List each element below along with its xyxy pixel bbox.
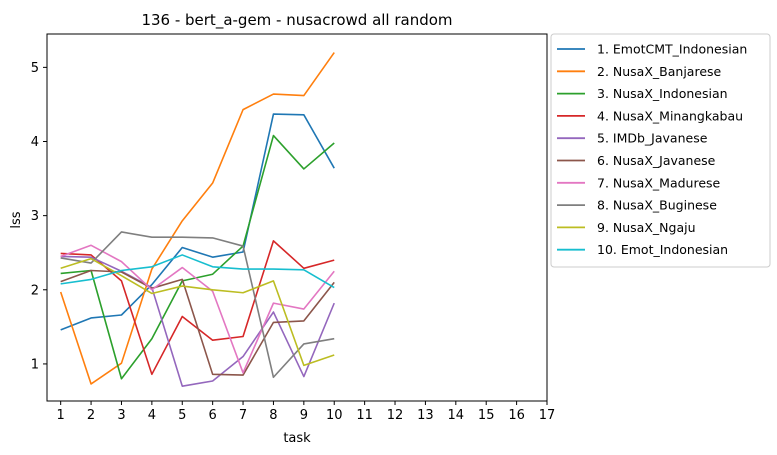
x-tick-label: 7	[239, 408, 247, 423]
plot-area	[46, 33, 548, 402]
x-axis: 1 2 3 4 5 6 7 8 9 10 11 12 13 14 15 16 17	[57, 401, 556, 423]
x-tick-label: 3	[117, 408, 125, 423]
x-tick-label: 14	[448, 408, 465, 423]
legend-entry-8: 8. NusaX_Buginese	[597, 198, 717, 213]
x-axis-label: task	[283, 431, 311, 446]
series-line-2	[59, 52, 335, 385]
legend-entry-7: 7. NusaX_Madurese	[597, 175, 721, 190]
legend-entry-2: 2. NusaX_Banjarese	[597, 64, 722, 79]
y-tick-label: 4	[31, 135, 39, 150]
y-tick-label: 3	[31, 209, 39, 224]
legend-box	[550, 33, 771, 268]
x-tick-label: 9	[300, 408, 308, 423]
legend-entry-5: 5. IMDb_Javanese	[597, 131, 708, 146]
legend: 1. EmotCMT_Indonesian 2. NusaX_Banjarese 3…	[550, 33, 771, 268]
x-tick-label: 16	[508, 408, 525, 423]
x-tick-label: 5	[178, 408, 186, 423]
x-tick-label: 12	[387, 408, 404, 423]
legend-entry-1: 1. EmotCMT_Indonesian	[597, 42, 747, 57]
series-line-6	[60, 269, 335, 376]
legend-entry-9: 9. NusaX_Ngaju	[597, 220, 696, 235]
series-line-10	[60, 254, 335, 289]
x-tick-label: 10	[326, 408, 343, 423]
legend-entry-10: 10. Emot_Indonesian	[597, 242, 728, 257]
legend-entry-3: 3. NusaX_Indonesian	[597, 86, 728, 101]
x-tick-label: 15	[478, 408, 495, 423]
plot-frame	[46, 33, 548, 402]
y-axis: 1 2 3 4 5	[31, 61, 47, 372]
series-line-8	[60, 231, 335, 379]
series-line-5	[60, 255, 335, 387]
x-tick-label: 1	[57, 408, 65, 423]
y-tick-label: 2	[31, 283, 39, 298]
x-tick-label: 11	[356, 408, 373, 423]
series-line-1	[60, 113, 335, 331]
x-tick-label: 8	[269, 408, 277, 423]
y-axis-label: lss	[9, 211, 24, 228]
legend-entry-4: 4. NusaX_Minangkabau	[597, 108, 743, 123]
series-line-3	[60, 134, 335, 380]
chart-title: 136 - bert_a-gem - nusacrowd all random	[141, 11, 452, 30]
legend-entry-6: 6. NusaX_Javanese	[597, 153, 716, 168]
x-tick-label: 2	[87, 408, 95, 423]
x-tick-label: 17	[539, 408, 556, 423]
series-line-9	[60, 257, 335, 367]
series-line-7	[60, 244, 335, 374]
x-tick-label: 13	[417, 408, 434, 423]
y-tick-label: 5	[31, 61, 39, 76]
y-tick-label: 1	[31, 357, 39, 372]
x-tick-label: 6	[209, 408, 217, 423]
x-tick-label: 4	[148, 408, 156, 423]
